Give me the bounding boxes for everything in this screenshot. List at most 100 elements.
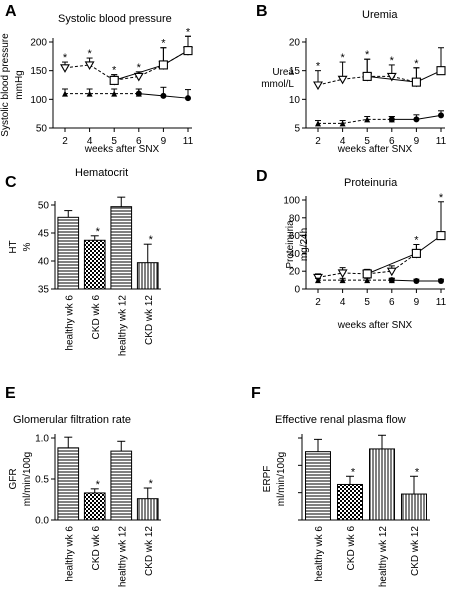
x-tick-label: 2: [315, 136, 321, 147]
x-tick-label: 4: [87, 136, 93, 147]
bar: [305, 451, 331, 521]
y-tick-label: 50: [36, 124, 48, 135]
series-square: [362, 47, 446, 87]
marker-square: [158, 60, 168, 70]
series-circle: [135, 86, 191, 102]
marker-triangle-up: [364, 277, 371, 284]
y-axis-label: HT: [8, 240, 19, 253]
panel-title: Hematocrit: [75, 167, 128, 179]
significance-star: *: [161, 38, 166, 50]
significance-star: *: [340, 52, 345, 64]
x-tick-label: CKD wk 6: [91, 526, 102, 571]
marker-triangle-down: [386, 72, 397, 82]
significance-star: *: [415, 466, 420, 478]
marker-square: [436, 231, 446, 241]
x-tick-label: 4: [340, 136, 346, 147]
marker-triangle-up: [86, 90, 93, 97]
series-square: *: [362, 192, 446, 279]
series-square: [109, 35, 193, 85]
x-tick-label: 11: [183, 136, 194, 147]
marker-circle: [413, 277, 420, 284]
bar: [57, 447, 80, 521]
x-axis-label: weeks after SNX: [337, 320, 413, 331]
panel-title: Glomerular filtration rate: [13, 414, 131, 426]
y-tick-label: 35: [38, 285, 50, 296]
bar: [83, 492, 106, 521]
marker-square: [362, 269, 372, 279]
marker-triangle-up: [339, 277, 346, 284]
marker-triangle-up: [339, 120, 346, 127]
series-triangle-up: [315, 277, 395, 284]
marker-circle: [160, 92, 167, 99]
marker-circle: [135, 90, 142, 97]
marker-triangle-down: [84, 61, 95, 71]
y-tick-label: 150: [30, 66, 47, 77]
significance-star: *: [351, 466, 356, 478]
marker-triangle-up: [62, 90, 68, 97]
y-axis-label: GFR: [8, 468, 19, 489]
y-axis-unit-label: ml/min/100g: [276, 452, 287, 506]
marker-circle: [438, 112, 444, 119]
marker-square: [362, 71, 372, 81]
y-axis-unit-label: mg/24h: [299, 228, 310, 261]
x-tick-label: 9: [161, 136, 167, 147]
panel-letter: C: [5, 174, 17, 191]
y-tick-label: 45: [38, 229, 50, 240]
y-tick-label: 0: [294, 285, 300, 296]
x-tick-label: healthy wk 6: [314, 526, 325, 582]
y-tick-label: 100: [283, 196, 300, 207]
significance-star: *: [414, 58, 419, 70]
y-axis-label: Urea: [272, 67, 294, 78]
y-axis-unit-label: ml/min/100g: [22, 452, 33, 506]
marker-circle: [185, 95, 191, 102]
x-tick-label: 9: [414, 297, 420, 308]
x-tick-label: 11: [436, 297, 447, 308]
x-tick-label: healthy wk 6: [64, 526, 75, 582]
marker-triangle-down: [337, 75, 348, 85]
marker-triangle-down: [313, 81, 323, 91]
series-line: [114, 50, 189, 81]
y-tick-label: 60: [289, 231, 301, 242]
y-tick-label: 5: [294, 124, 300, 135]
significance-star: *: [186, 26, 191, 38]
marker-square: [109, 75, 119, 85]
marker-triangle-down: [133, 72, 144, 82]
x-tick-label: CKD wk 12: [410, 526, 421, 576]
x-tick-label: 5: [364, 136, 370, 147]
y-tick-label: 0.5: [35, 475, 49, 486]
x-tick-label: 6: [389, 136, 395, 147]
series-triangle-up: [62, 88, 142, 97]
y-tick-label: 200: [30, 38, 47, 49]
marker-triangle-up: [315, 277, 321, 284]
panel-letter: F: [251, 385, 261, 402]
marker-triangle-down: [60, 64, 70, 73]
panel-title: Proteinuria: [344, 177, 398, 189]
marker-triangle-down: [337, 269, 348, 279]
y-tick-label: 10: [289, 95, 301, 106]
x-tick-label: CKD wk 6: [91, 295, 102, 340]
marker-triangle-up: [111, 90, 118, 97]
series-line: [318, 118, 392, 124]
x-tick-label: CKD wk 12: [144, 526, 155, 576]
bar: [401, 493, 427, 521]
panel-letter: A: [5, 3, 17, 20]
x-tick-label: healthy wk 12: [117, 526, 128, 588]
series-triangle-up: [315, 116, 395, 127]
marker-circle: [438, 277, 444, 284]
marker-triangle-up: [315, 120, 321, 127]
y-axis-label: Systolic blood pressure: [0, 33, 11, 137]
bar: [110, 450, 133, 521]
y-tick-label: 0.0: [35, 516, 49, 527]
significance-star: *: [96, 479, 101, 491]
y-tick-label: 50: [38, 201, 50, 212]
significance-star: *: [316, 61, 321, 73]
panel-letter: E: [5, 385, 16, 402]
y-tick-label: 1.0: [35, 434, 49, 445]
series-line: [367, 235, 442, 275]
marker-square: [411, 77, 421, 87]
x-tick-label: 4: [340, 297, 346, 308]
y-tick-label: 40: [38, 257, 50, 268]
significance-star: *: [149, 478, 154, 490]
